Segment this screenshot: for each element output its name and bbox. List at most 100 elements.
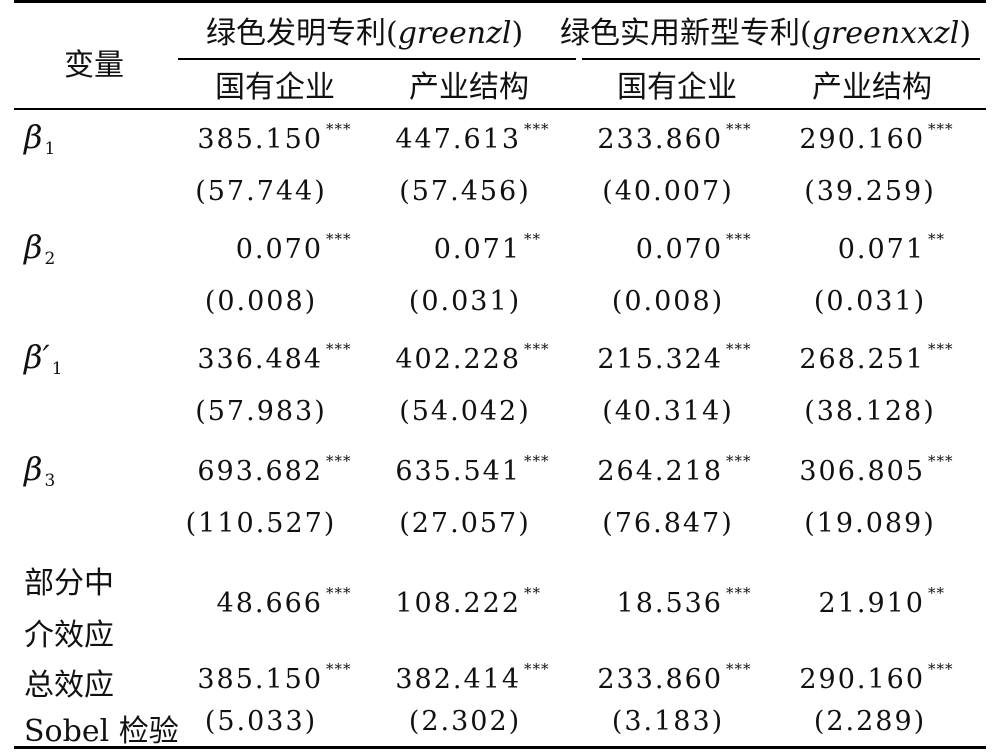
beta-symbol: β — [24, 450, 43, 488]
header-variable: 变量 — [64, 48, 124, 83]
coef-cell: 215.324 *** — [0, 340, 766, 375]
coef-value: 447.613 — [395, 124, 521, 155]
significance-stars: ** — [524, 584, 541, 602]
total-cell: 290.160 *** — [0, 660, 968, 695]
bottom-rule — [14, 746, 986, 749]
sub-header-2: 产业结构 — [409, 70, 529, 105]
se-cell: (39.259) — [804, 176, 936, 207]
coef-value: 233.860 — [597, 664, 723, 695]
coef-value: 402.228 — [395, 344, 521, 375]
significance-stars: *** — [726, 340, 752, 358]
significance-stars: *** — [524, 660, 550, 678]
coef-value: 290.160 — [799, 124, 925, 155]
subscript: 3 — [44, 471, 56, 491]
sobel-cell: (2.302) — [408, 706, 522, 737]
coef-cell: 635.541 *** — [0, 452, 564, 487]
group2-prefix: 绿色实用新型专利( — [560, 16, 812, 51]
se-cell: (57.456) — [399, 176, 531, 207]
coef-cell: 402.228 *** — [0, 340, 564, 375]
se-cell: (57.744) — [195, 176, 327, 207]
beta-symbol: β′ — [24, 338, 50, 376]
partial-cell: 18.536 *** — [0, 584, 766, 619]
partial-cell: 108.222 ** — [0, 584, 564, 619]
se-cell: (40.314) — [602, 396, 734, 427]
coef-cell: 290.160 *** — [0, 120, 968, 155]
significance-stars: *** — [524, 340, 550, 358]
sub-header-1: 国有企业 — [215, 70, 335, 105]
significance-stars: *** — [326, 120, 352, 138]
group1-var: greenzl — [397, 16, 512, 51]
significance-stars: *** — [726, 584, 752, 602]
coef-value: 0.071 — [837, 234, 925, 265]
se-cell: (40.007) — [602, 176, 734, 207]
coef-cell: 693.682 *** — [0, 452, 366, 487]
significance-stars: ** — [928, 230, 945, 248]
significance-stars: *** — [726, 120, 752, 138]
sobel-cell: (2.289) — [813, 706, 927, 737]
significance-stars: *** — [928, 452, 954, 470]
coef-value: 233.860 — [597, 124, 723, 155]
significance-stars: *** — [524, 120, 550, 138]
se-cell: (19.089) — [804, 508, 936, 539]
coef-value: 0.070 — [635, 234, 723, 265]
total-cell: 233.860 *** — [0, 660, 766, 695]
coef-value: 382.414 — [395, 664, 521, 695]
group2-suffix: ) — [959, 16, 972, 51]
header-bottom-rule — [14, 108, 986, 110]
significance-stars: *** — [326, 340, 352, 358]
significance-stars: ** — [928, 584, 945, 602]
se-cell: (0.031) — [813, 286, 927, 317]
sobel-cell: (5.033) — [204, 706, 318, 737]
total-label: 总效应 — [24, 668, 114, 703]
coef-value: 385.150 — [197, 124, 323, 155]
coef-cell: 447.613 *** — [0, 120, 564, 155]
coef-cell: 268.251 *** — [0, 340, 968, 375]
se-cell: (27.057) — [399, 508, 531, 539]
significance-stars: *** — [726, 660, 752, 678]
header-group2: 绿色实用新型专利(greenxxzl) — [560, 8, 971, 52]
coef-value: 693.682 — [197, 456, 323, 487]
coef-value: 306.805 — [799, 456, 925, 487]
coef-value: 290.160 — [799, 664, 925, 695]
coef-value: 48.666 — [216, 588, 323, 619]
top-rule — [14, 0, 986, 3]
coef-cell: 0.071 ** — [0, 230, 564, 265]
se-cell: (0.008) — [611, 286, 725, 317]
coef-cell: 0.071 ** — [0, 230, 968, 265]
se-cell: (76.847) — [602, 508, 734, 539]
coef-cell: 233.860 *** — [0, 120, 766, 155]
significance-stars: *** — [326, 584, 352, 602]
se-cell: (38.128) — [804, 396, 936, 427]
coef-value: 215.324 — [597, 344, 723, 375]
significance-stars: *** — [326, 452, 352, 470]
sobel-cell: (3.183) — [611, 706, 725, 737]
group1-underline — [178, 58, 576, 60]
coef-value: 268.251 — [799, 344, 925, 375]
coef-cell: 0.070 *** — [0, 230, 366, 265]
sub-header-4: 产业结构 — [812, 70, 932, 105]
header-group1: 绿色发明专利(greenzl) — [206, 8, 523, 52]
subscript: 1 — [44, 139, 56, 159]
significance-stars: *** — [326, 230, 352, 248]
significance-stars: *** — [726, 230, 752, 248]
se-cell: (110.527) — [185, 508, 337, 539]
significance-stars: *** — [928, 340, 954, 358]
significance-stars: *** — [524, 452, 550, 470]
coef-label: β′ 1 — [24, 338, 63, 379]
se-cell: (0.031) — [408, 286, 522, 317]
partial-label-2: 介效应 — [24, 618, 114, 653]
group1-prefix: 绿色发明专利( — [206, 16, 398, 51]
significance-stars: *** — [726, 452, 752, 470]
coef-value: 21.910 — [818, 588, 925, 619]
beta-symbol: β — [24, 118, 43, 156]
subscript: 1 — [51, 359, 63, 379]
significance-stars: *** — [928, 120, 954, 138]
coef-cell: 336.484 *** — [0, 340, 366, 375]
significance-stars: *** — [326, 660, 352, 678]
coef-value: 0.071 — [433, 234, 521, 265]
partial-label-1: 部分中 — [24, 566, 114, 601]
significance-stars: ** — [524, 230, 541, 248]
